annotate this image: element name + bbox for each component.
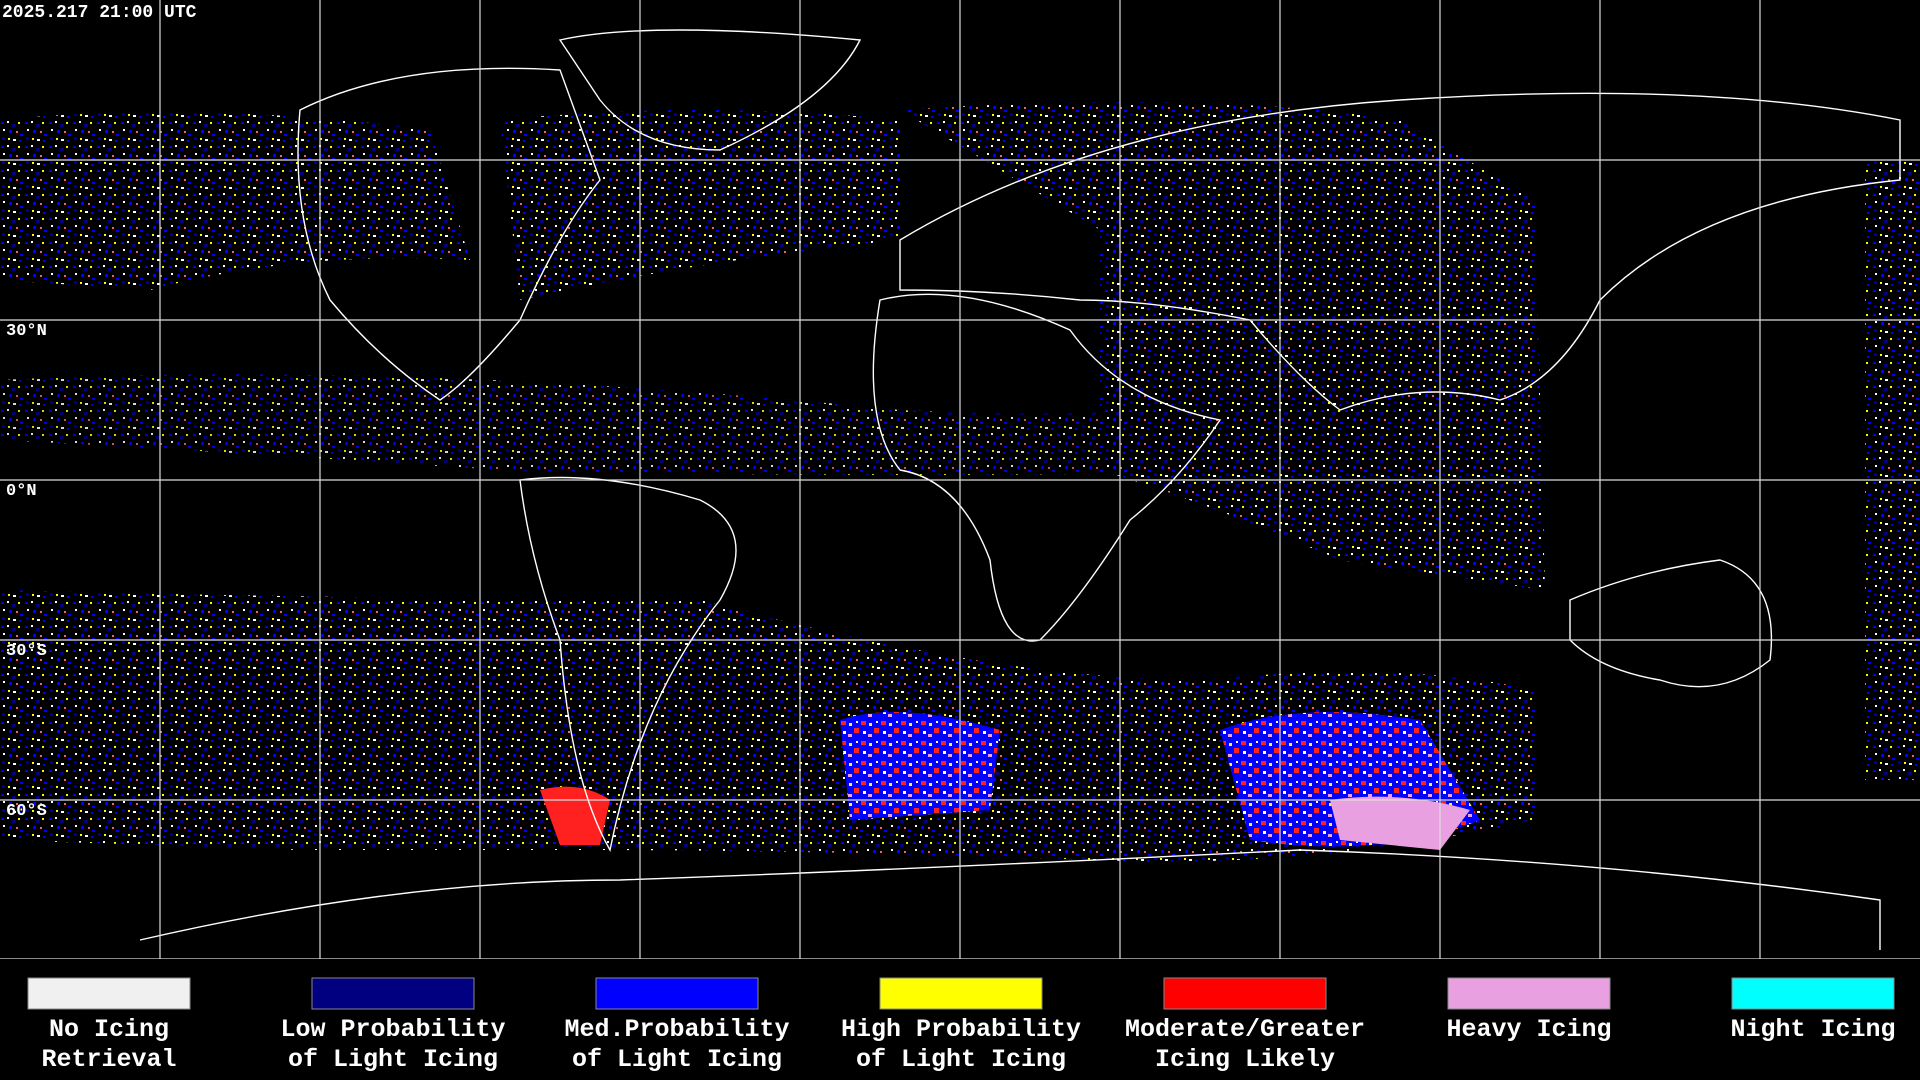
legend-swatch	[1731, 977, 1895, 1010]
legend-swatch	[27, 977, 191, 1010]
legend-label: High Probability	[841, 1015, 1081, 1044]
timestamp: 2025.217 21:00 UTC	[2, 3, 197, 23]
legend-swatch	[595, 977, 759, 1010]
legend-label: of Light Icing	[288, 1045, 498, 1074]
legend-label: of Light Icing	[572, 1045, 782, 1074]
legend-swatch	[311, 977, 475, 1010]
legend-label: Med.Probability	[564, 1015, 789, 1044]
legend-label: Heavy Icing	[1446, 1015, 1611, 1044]
legend-label: Retrieval	[41, 1045, 176, 1074]
legend-swatch	[1163, 977, 1327, 1010]
coastlines	[139, 29, 1901, 950]
latitude-label: 30°S	[6, 642, 47, 661]
latitude-label: 30°N	[6, 322, 47, 341]
legend-swatch	[879, 977, 1043, 1010]
latitude-label: 0°N	[6, 482, 37, 501]
legend-swatch	[1447, 977, 1611, 1010]
latitude-label: 60°S	[6, 802, 47, 821]
legend-label: Moderate/Greater	[1125, 1015, 1365, 1044]
legend-label: Night Icing	[1730, 1015, 1895, 1044]
legend-label: of Light Icing	[856, 1045, 1066, 1074]
legend-label: Icing Likely	[1155, 1045, 1335, 1074]
latitude-labels: 30°N 0°N 30°S 60°S	[6, 322, 47, 821]
legend-label: No Icing	[49, 1015, 169, 1044]
legend-label: Low Probability	[280, 1015, 505, 1044]
